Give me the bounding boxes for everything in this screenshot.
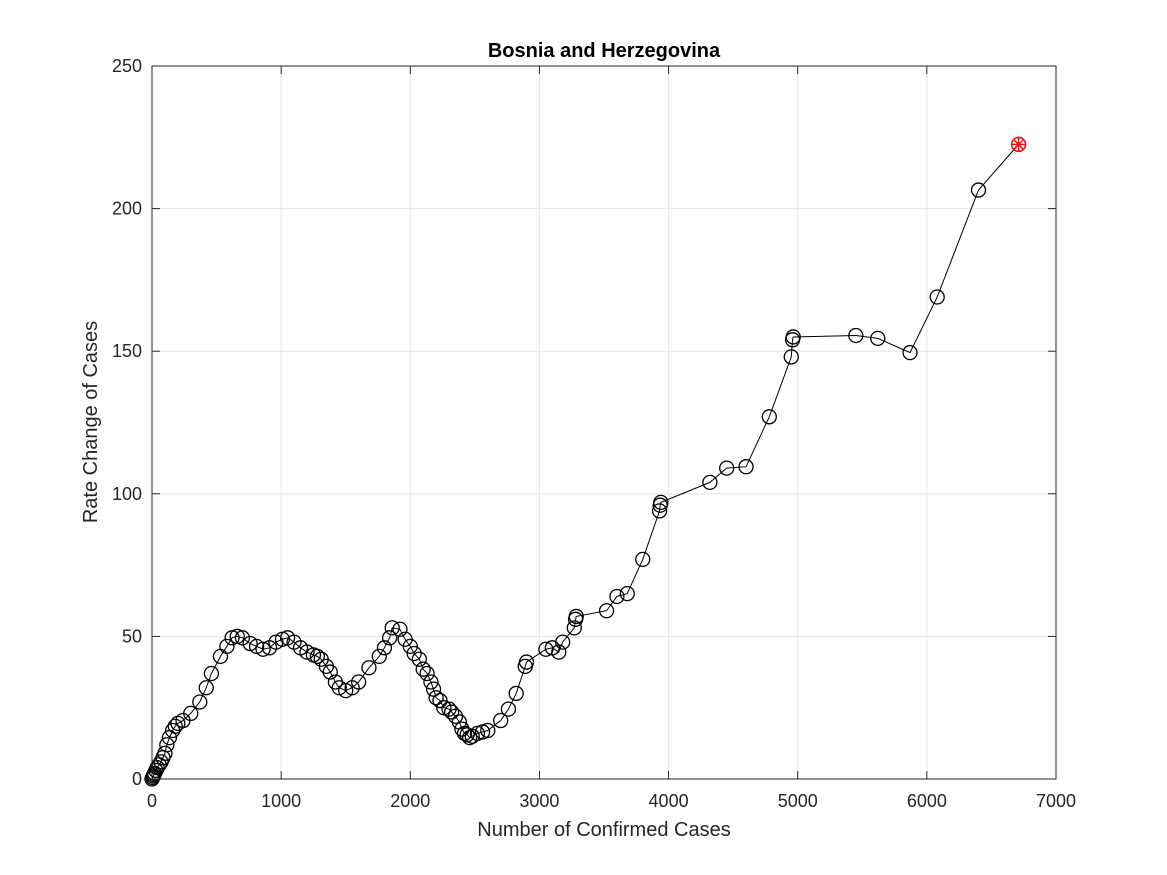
- data-point: [255, 641, 271, 657]
- data-point: [423, 674, 439, 690]
- data-point: [598, 603, 615, 619]
- data-point: [361, 660, 377, 676]
- data-point: [738, 459, 754, 475]
- data-point: [219, 638, 235, 655]
- plot-area-box: [151, 65, 1057, 780]
- data-point: [508, 685, 524, 702]
- x-tick-label: 0: [147, 791, 157, 811]
- data-point: [157, 745, 173, 761]
- data-point: [242, 635, 258, 652]
- data-point: [500, 701, 517, 717]
- data-point: [384, 620, 400, 636]
- data-point: [518, 654, 535, 670]
- highlight-star-stroke: [1012, 138, 1025, 151]
- data-point: [309, 648, 325, 665]
- data-point: [428, 690, 444, 706]
- data-point: [454, 721, 470, 737]
- data-point: [462, 729, 478, 746]
- data-point: [167, 718, 183, 734]
- data-point: [651, 503, 668, 519]
- data-point: [268, 634, 284, 650]
- data-point: [609, 588, 625, 605]
- data-point: [381, 630, 398, 646]
- y-tick-label: 200: [112, 199, 142, 219]
- data-point: [970, 182, 987, 198]
- y-tick-label: 50: [122, 626, 142, 646]
- x-tick-label: 7000: [1036, 791, 1076, 811]
- data-series: [144, 136, 1027, 787]
- data-point: [331, 680, 347, 696]
- data-point: [619, 585, 635, 602]
- data-point: [493, 712, 509, 729]
- data-point: [371, 648, 387, 665]
- x-tick-label: 4000: [649, 791, 689, 811]
- data-point: [783, 349, 799, 365]
- data-point: [402, 638, 418, 655]
- data-point: [432, 692, 448, 709]
- y-tick-label: 100: [112, 484, 142, 504]
- data-point: [719, 460, 735, 476]
- data-point: [566, 620, 582, 636]
- axis-ticks: 0 1000 2000 3000 4000 5000 6000 7000 0 50 100 150 20…: [112, 56, 1076, 811]
- data-point: [406, 645, 422, 662]
- y-tick-label: 0: [132, 769, 142, 789]
- data-point: [234, 630, 251, 646]
- x-tick-label: 5000: [778, 791, 818, 811]
- data-point: [456, 725, 473, 742]
- data-point: [192, 694, 208, 710]
- data-point: [848, 327, 864, 344]
- data-point: [159, 737, 175, 753]
- data-point: [635, 551, 651, 568]
- data-point: [902, 344, 918, 361]
- x-tick-label: 3000: [519, 791, 559, 811]
- data-point: [376, 640, 393, 656]
- data-point: [338, 682, 354, 699]
- plot-area-background: [152, 66, 1056, 779]
- data-point: [761, 409, 777, 425]
- data-point: [419, 665, 435, 682]
- x-tick-label: 6000: [907, 791, 947, 811]
- data-point: [480, 722, 496, 739]
- y-axis-label: Rate Change of Cases: [80, 321, 102, 523]
- highlight-marker: [1010, 136, 1027, 153]
- x-axis-label: Number of Confirmed Cases: [477, 819, 730, 841]
- data-point: [785, 329, 801, 345]
- data-point: [555, 634, 571, 650]
- data-point: [183, 705, 199, 722]
- x-tick-label: 1000: [261, 791, 301, 811]
- data-point: [568, 608, 584, 625]
- data-point: [392, 621, 408, 637]
- data-point: [551, 644, 567, 660]
- data-point: [653, 494, 669, 511]
- x-tick-label: 2000: [390, 791, 430, 811]
- data-point: [870, 330, 886, 347]
- chart-title: Bosnia and Herzegovina: [488, 40, 721, 62]
- data-point: [415, 661, 431, 677]
- data-point: [411, 651, 427, 667]
- data-point: [350, 674, 367, 690]
- y-tick-label: 250: [112, 56, 142, 76]
- y-tick-label: 150: [112, 341, 142, 361]
- data-point: [322, 664, 338, 680]
- data-point: [702, 474, 718, 491]
- data-point: [248, 638, 265, 655]
- data-point: [425, 681, 442, 697]
- data-point: [203, 665, 220, 682]
- data-point: [198, 680, 214, 696]
- data-point: [929, 289, 945, 305]
- data-point: [443, 704, 460, 720]
- data-point: [299, 644, 315, 660]
